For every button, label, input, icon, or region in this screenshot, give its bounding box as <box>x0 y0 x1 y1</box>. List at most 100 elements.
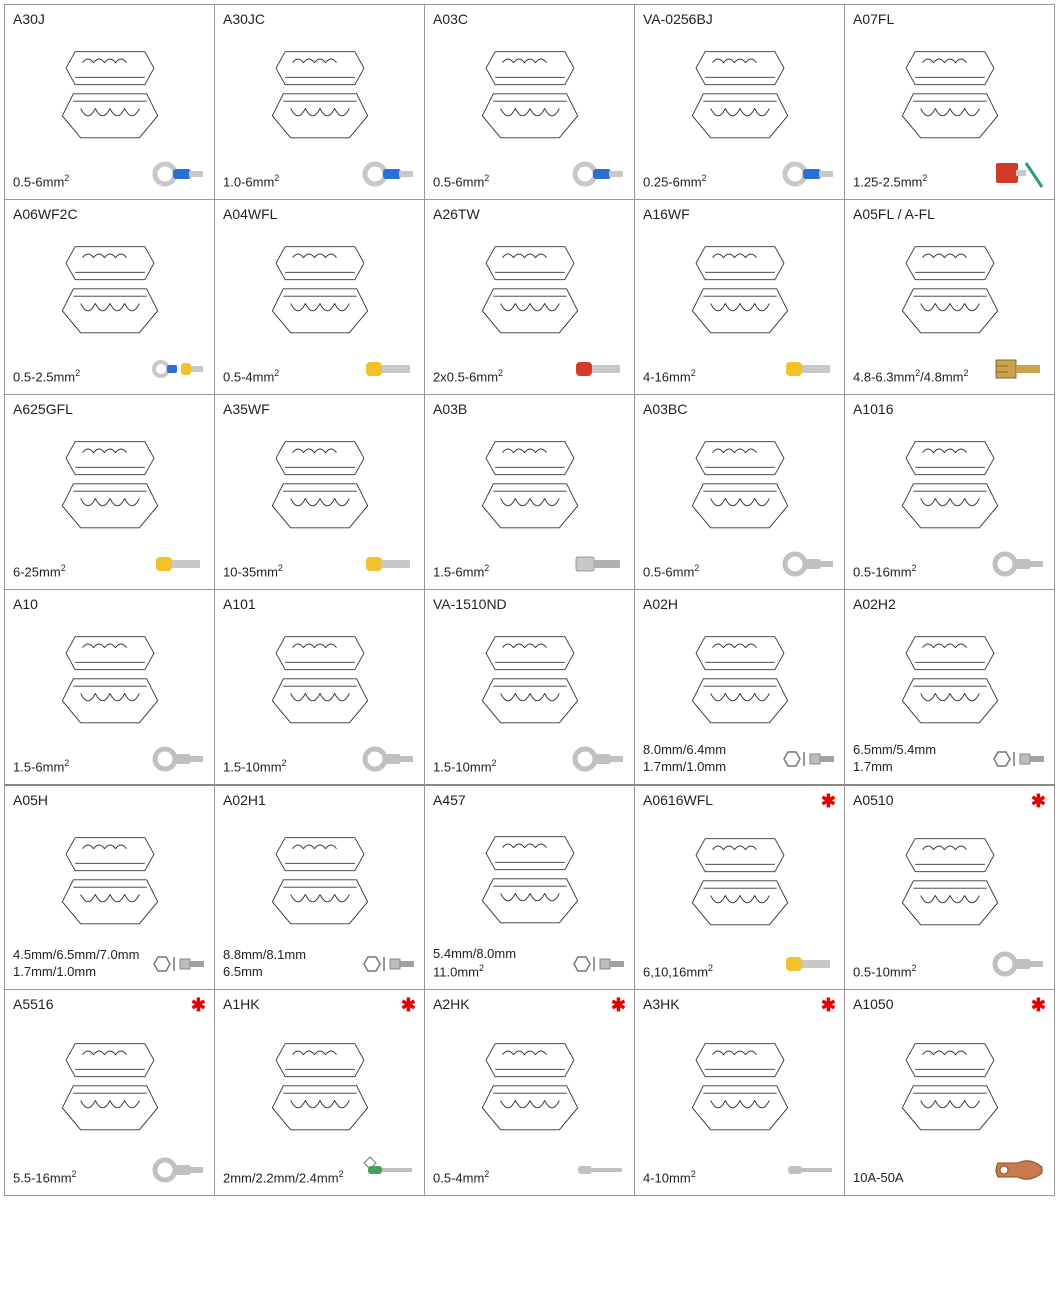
product-spec: 1.25-2.5mm2 <box>853 173 927 191</box>
product-cell: A02H2 6.5mm/5.4mm1.7mm <box>845 590 1055 785</box>
product-code: A02H1 <box>223 792 266 808</box>
die-drawing <box>853 27 1046 157</box>
product-code: A03BC <box>643 401 687 417</box>
product-spec: 1.5-10mm2 <box>433 758 497 776</box>
product-spec: 0.5-6mm2 <box>433 173 489 191</box>
product-code: VA-1510ND <box>433 596 507 612</box>
product-cell: A1050 ✱ 10A-50A <box>845 990 1055 1196</box>
product-spec: 4-10mm2 <box>643 1169 696 1187</box>
connector-icon <box>570 1153 626 1187</box>
die-drawing <box>13 808 206 947</box>
product-code: A1HK <box>223 996 260 1012</box>
product-cell: A10 1.5-6mm2 <box>5 590 215 785</box>
product-cell: VA-0256BJ 0.25-6mm2 <box>635 5 845 200</box>
product-code: A26TW <box>433 206 480 222</box>
die-drawing <box>13 1014 206 1153</box>
product-spec: 1.5-6mm2 <box>13 758 69 776</box>
product-spec: 6-25mm2 <box>13 563 66 581</box>
product-spec: 0.25-6mm2 <box>643 173 707 191</box>
connector-icon <box>570 947 626 981</box>
connector-icon <box>990 352 1046 386</box>
product-code: A0616WFL <box>643 792 713 808</box>
product-cell: A03C 0.5-6mm2 <box>425 5 635 200</box>
product-spec: 1.0-6mm2 <box>223 173 279 191</box>
connector-icon <box>360 547 416 581</box>
connector-icon <box>990 547 1046 581</box>
connector-icon <box>990 742 1046 776</box>
connector-icon <box>780 1153 836 1187</box>
product-cell: A0616WFL ✱ 6,10,16mm2 <box>635 784 845 990</box>
connector-icon <box>360 157 416 191</box>
product-spec: 4.8-6.3mm2/4.8mm2 <box>853 368 969 386</box>
die-drawing <box>223 27 416 157</box>
star-icon: ✱ <box>821 792 836 810</box>
product-spec: 0.5-16mm2 <box>853 563 917 581</box>
product-cell: A02H 8.0mm/6.4mm1.7mm/1.0mm <box>635 590 845 785</box>
product-spec: 1.5-6mm2 <box>433 563 489 581</box>
die-drawing <box>433 612 626 742</box>
connector-icon <box>780 947 836 981</box>
product-cell: A30J 0.5-6mm2 <box>5 5 215 200</box>
product-spec: 8.8mm/8.1mm6.5mm <box>223 947 306 981</box>
product-spec: 6.5mm/5.4mm1.7mm <box>853 742 936 776</box>
product-cell: A26TW 2x0.5-6mm2 <box>425 200 635 395</box>
connector-icon <box>570 352 626 386</box>
product-spec: 0.5-4mm2 <box>433 1169 489 1187</box>
connector-icon <box>780 547 836 581</box>
product-spec: 2mm/2.2mm/2.4mm2 <box>223 1169 344 1187</box>
connector-icon <box>360 742 416 776</box>
product-spec: 0.5-10mm2 <box>853 963 917 981</box>
product-spec: 0.5-6mm2 <box>643 563 699 581</box>
product-code: A05H <box>13 792 48 808</box>
product-code: A02H <box>643 596 678 612</box>
product-code: A04WFL <box>223 206 277 222</box>
product-spec: 6,10,16mm2 <box>643 963 713 981</box>
product-cell: A1016 0.5-16mm2 <box>845 395 1055 590</box>
connector-icon <box>150 547 206 581</box>
die-drawing <box>433 27 626 157</box>
die-drawing <box>853 612 1046 742</box>
die-drawing <box>13 27 206 157</box>
product-cell: A1HK ✱ 2mm/2.2mm/2.4mm2 <box>215 990 425 1196</box>
product-spec: 1.5-10mm2 <box>223 758 287 776</box>
product-code: A02H2 <box>853 596 896 612</box>
product-code: A03B <box>433 401 467 417</box>
die-drawing <box>223 612 416 742</box>
die-drawing <box>643 612 836 742</box>
die-drawing <box>433 417 626 547</box>
connector-icon <box>150 742 206 776</box>
die-drawing <box>433 808 626 946</box>
product-code: A3HK <box>643 996 680 1012</box>
die-drawing <box>223 222 416 352</box>
die-drawing <box>223 1014 416 1153</box>
die-drawing <box>853 1014 1046 1153</box>
product-cell: A5516 ✱ 5.5-16mm2 <box>5 990 215 1196</box>
connector-icon <box>780 742 836 776</box>
product-code: VA-0256BJ <box>643 11 713 27</box>
product-spec: 4-16mm2 <box>643 368 696 386</box>
product-code: A1016 <box>853 401 893 417</box>
product-code: A16WF <box>643 206 690 222</box>
product-cell: A0510 ✱ 0.5-10mm2 <box>845 784 1055 990</box>
product-cell: A03B 1.5-6mm2 <box>425 395 635 590</box>
product-spec: 4.5mm/6.5mm/7.0mm1.7mm/1.0mm <box>13 947 139 981</box>
star-icon: ✱ <box>1031 792 1046 810</box>
die-drawing <box>643 810 836 947</box>
connector-icon <box>570 742 626 776</box>
die-drawing <box>853 810 1046 947</box>
product-cell: A06WF2C 0.5-2.5mm2 <box>5 200 215 395</box>
die-drawing <box>643 1014 836 1153</box>
product-code: A457 <box>433 792 466 808</box>
product-spec: 10-35mm2 <box>223 563 283 581</box>
product-code: A06WF2C <box>13 206 78 222</box>
product-code: A625GFL <box>13 401 73 417</box>
connector-icon <box>360 1153 416 1187</box>
product-code: A5516 <box>13 996 53 1012</box>
connector-icon <box>150 352 206 386</box>
die-drawing <box>643 222 836 352</box>
product-cell: A2HK ✱ 0.5-4mm2 <box>425 990 635 1196</box>
product-code: A1050 <box>853 996 893 1012</box>
die-drawing <box>853 417 1046 547</box>
die-drawing <box>643 417 836 547</box>
product-cell: A35WF 10-35mm2 <box>215 395 425 590</box>
